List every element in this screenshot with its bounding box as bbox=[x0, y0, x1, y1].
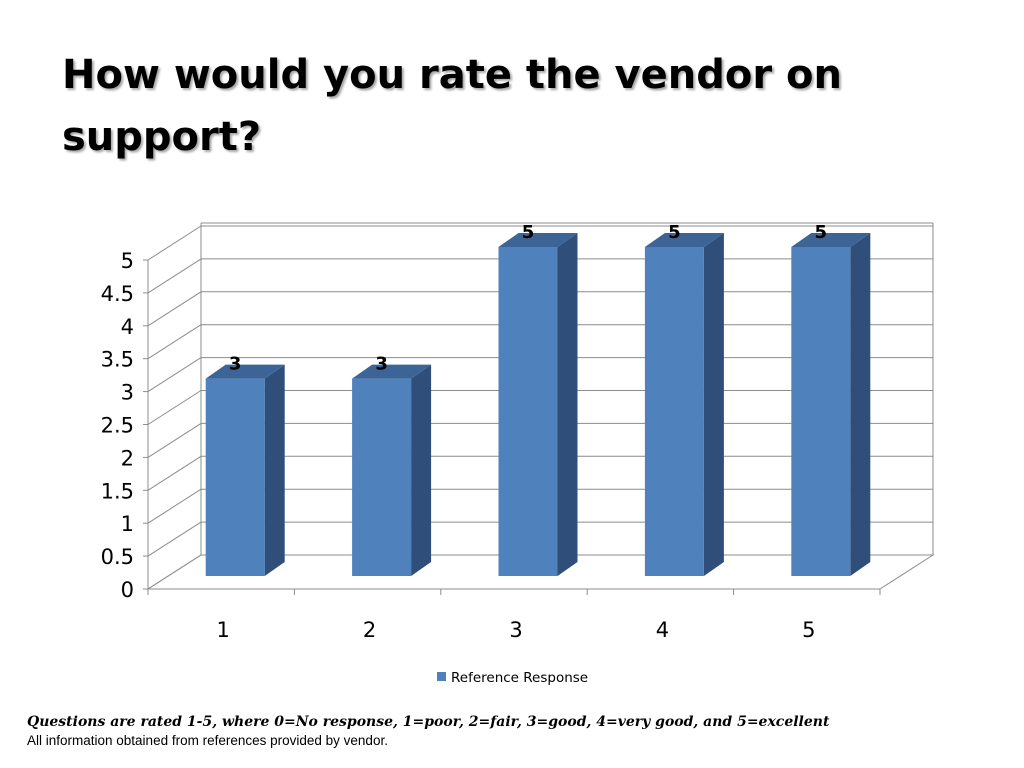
bar-side bbox=[264, 364, 285, 576]
bar bbox=[791, 233, 871, 576]
data-label: 5 bbox=[815, 222, 828, 243]
slide-title: How would you rate the vendor on support… bbox=[62, 52, 842, 160]
x-tick-label: 3 bbox=[509, 618, 522, 642]
gridline-side bbox=[147, 390, 202, 425]
x-tick-label: 1 bbox=[217, 618, 230, 642]
gridline-side bbox=[147, 324, 202, 360]
gridline-side bbox=[147, 455, 202, 491]
legend-label: Reference Response bbox=[451, 670, 588, 686]
y-tick-label: 2.5 bbox=[101, 414, 134, 438]
chart-legend: Reference Response bbox=[437, 670, 588, 686]
bar bbox=[644, 233, 724, 576]
gridline-side bbox=[147, 225, 202, 261]
bar-side bbox=[411, 364, 432, 576]
bar-side bbox=[557, 233, 578, 576]
bar-front bbox=[791, 247, 851, 576]
gridline-side bbox=[147, 488, 202, 524]
data-label: 3 bbox=[375, 354, 388, 375]
y-tick-label: 1.5 bbox=[101, 479, 134, 503]
gridline-side bbox=[147, 258, 202, 294]
gridline-side bbox=[147, 291, 202, 327]
footnote: Questions are rated 1-5, where 0=No resp… bbox=[27, 712, 1007, 750]
gridline-side bbox=[147, 521, 202, 557]
bar bbox=[352, 364, 432, 576]
y-tick-label: 0 bbox=[121, 578, 134, 602]
y-tick-label: 3.5 bbox=[101, 348, 134, 372]
y-tick-label: 4.5 bbox=[101, 282, 134, 306]
data-label: 5 bbox=[522, 222, 535, 243]
chart-axes: 0 0.5 1 1.5 2 2.5 3 3.5 4 4.5 5 1 2 3 4 5 bbox=[101, 249, 881, 642]
bar-front bbox=[205, 378, 265, 576]
bar-top bbox=[352, 364, 432, 379]
y-tick-label: 3 bbox=[121, 381, 134, 405]
bar-top bbox=[498, 233, 578, 247]
bar-front bbox=[644, 247, 704, 576]
bar bbox=[205, 364, 285, 576]
legend-swatch bbox=[437, 672, 446, 681]
bar-chart: 0 0.5 1 1.5 2 2.5 3 3.5 4 4.5 5 1 2 3 4 5 3 3 5 5 5 Referen… bbox=[101, 222, 935, 686]
y-tick-label: 4 bbox=[121, 315, 134, 339]
source-note: All information obtained from references… bbox=[27, 733, 388, 748]
y-tick-label: 2 bbox=[121, 446, 134, 470]
bar-top bbox=[205, 364, 285, 379]
gridline-side bbox=[147, 422, 202, 458]
bar bbox=[498, 233, 578, 576]
bar-side bbox=[850, 233, 871, 576]
chart-bars bbox=[205, 233, 871, 576]
rating-scale-note: Questions are rated 1-5, where 0=No resp… bbox=[27, 714, 830, 730]
data-label: 3 bbox=[229, 354, 242, 375]
y-tick-label: 0.5 bbox=[101, 545, 134, 569]
bar-front bbox=[498, 247, 558, 576]
y-tick-label: 1 bbox=[121, 512, 134, 536]
x-tick-label: 4 bbox=[656, 618, 669, 642]
bar-top bbox=[791, 233, 871, 247]
bar-side bbox=[703, 233, 724, 576]
x-tick-label: 2 bbox=[363, 618, 376, 642]
bar-front bbox=[352, 378, 412, 576]
data-label: 5 bbox=[668, 222, 681, 243]
bar-top bbox=[644, 233, 724, 247]
gridline-side bbox=[147, 554, 202, 590]
x-tick-label: 5 bbox=[802, 618, 815, 642]
y-tick-label: 5 bbox=[121, 249, 134, 273]
gridline-side bbox=[147, 357, 202, 393]
chart-labels: 3 3 5 5 5 bbox=[229, 222, 827, 375]
